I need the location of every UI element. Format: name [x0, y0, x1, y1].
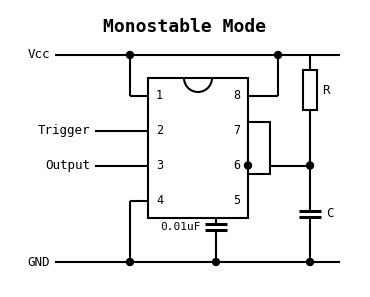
Bar [248, 121, 270, 173]
Text: Trigger: Trigger [37, 124, 90, 137]
Text: 0.01uF: 0.01uF [161, 222, 201, 232]
Bar [148, 78, 248, 218]
Text: C: C [326, 207, 333, 220]
Circle shape [245, 162, 252, 169]
Text: 6: 6 [233, 159, 240, 172]
Text: Vcc: Vcc [27, 48, 50, 61]
Circle shape [275, 51, 282, 59]
Text: Monostable Mode: Monostable Mode [104, 18, 266, 36]
Text: 5: 5 [233, 194, 240, 207]
Text: Output: Output [45, 159, 90, 172]
Text: R: R [322, 83, 330, 97]
Circle shape [306, 258, 313, 266]
Text: 8: 8 [233, 89, 240, 102]
Circle shape [212, 258, 219, 266]
Circle shape [127, 258, 134, 266]
Text: 3: 3 [156, 159, 163, 172]
Text: 1: 1 [156, 89, 163, 102]
Circle shape [127, 51, 134, 59]
Circle shape [306, 162, 313, 169]
Text: GND: GND [27, 255, 50, 268]
Bar [303, 70, 317, 110]
Text: 4: 4 [156, 194, 163, 207]
Text: 7: 7 [233, 124, 240, 137]
Text: 2: 2 [156, 124, 163, 137]
